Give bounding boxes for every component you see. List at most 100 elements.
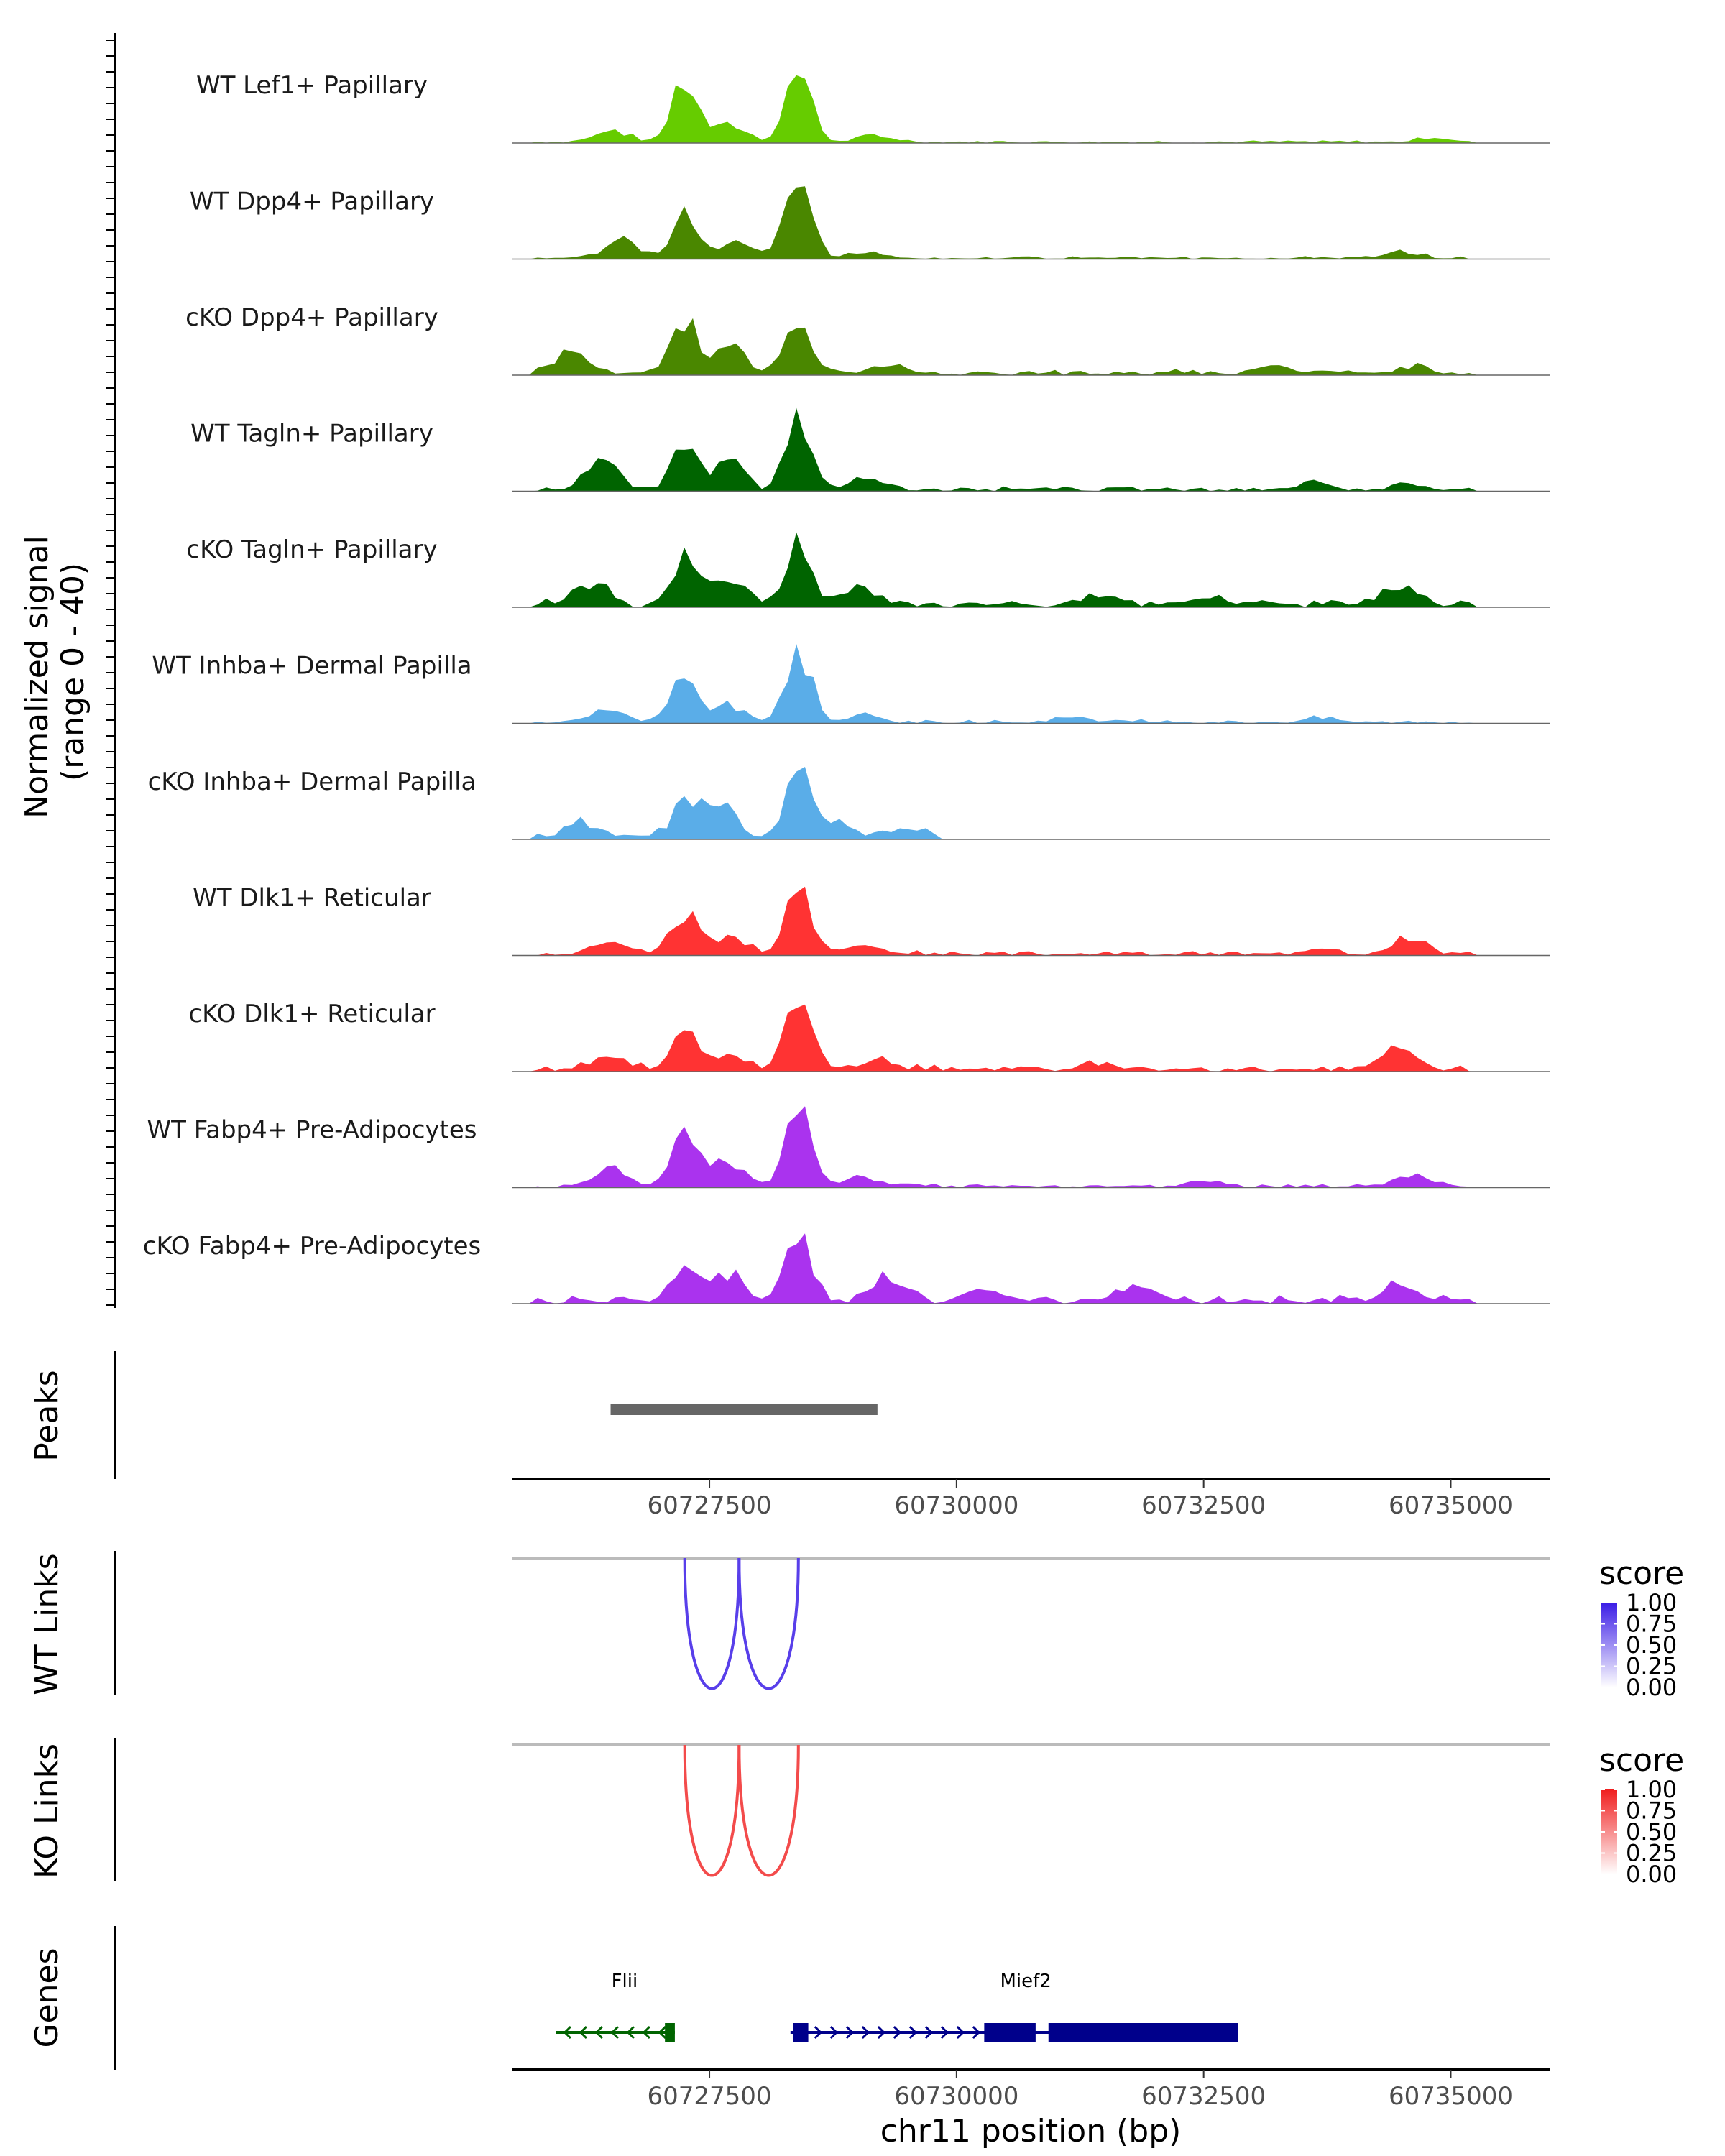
coverage-track-6: cKO Inhba+ Dermal Papilla	[148, 767, 1550, 840]
genes-panel-title: Genes	[29, 1948, 65, 2047]
coverage-y-axis	[106, 33, 116, 1308]
coverage-track-label: WT Lef1+ Papillary	[196, 71, 428, 100]
coverage-track-4: cKO Tagln+ Papillary	[186, 532, 1550, 608]
strand-arrow-icon	[924, 2025, 933, 2040]
x-axis-top-tick-label-2: 60732500	[1141, 1491, 1266, 1520]
coverage-track-area	[512, 886, 1550, 956]
gene-name-label: Mief2	[1000, 1971, 1051, 1992]
strand-arrow-icon	[940, 2025, 949, 2040]
legend-colorbar	[1601, 1603, 1617, 1687]
x-axis-bottom-tick-label-2: 60732500	[1141, 2082, 1266, 2111]
coverage-track-label: cKO Fabp4+ Pre-Adipocytes	[143, 1232, 482, 1261]
legend-tick-label-2: 0.50	[1626, 1631, 1677, 1659]
strand-arrow-icon	[845, 2025, 854, 2040]
x-axis-bottom: 60727500 60730000 60732500 60735000	[512, 2068, 1550, 2111]
coverage-track-8: cKO Dlk1+ Reticular	[188, 1000, 1550, 1072]
coverage-track-area	[512, 1233, 1550, 1304]
link-arc-1	[737, 1744, 800, 1877]
coverage-y-axis-title: Normalized signal (range 0 - 40)	[19, 525, 91, 819]
gene-models: Flii Mief2	[556, 1971, 1238, 2042]
peak-interval-0	[610, 1404, 878, 1415]
x-axis-top-tick-label-0: 60727500	[648, 1491, 772, 1520]
coverage-track-3: WT Tagln+ Papillary	[190, 407, 1550, 492]
ko-links-panel-title: KO Links	[29, 1743, 65, 1879]
x-axis-title: chr11 position (bp)	[880, 2113, 1182, 2150]
strand-arrow-icon	[594, 2025, 603, 2040]
coverage-track-2: cKO Dpp4+ Papillary	[185, 303, 1550, 376]
ko-legend-title: score	[1599, 1742, 1684, 1779]
legend-tick-label-1: 0.75	[1626, 1611, 1677, 1638]
coverage-track-label: cKO Dpp4+ Papillary	[185, 303, 438, 332]
peaks-panel-title: Peaks	[29, 1370, 65, 1461]
wt-links-arcs	[512, 1557, 1550, 1690]
legend-tick-label-1: 0.75	[1626, 1797, 1677, 1825]
strand-arrow-icon	[626, 2025, 635, 2040]
strand-arrow-icon	[579, 2025, 587, 2040]
x-axis-bottom-tick-label-3: 60735000	[1389, 2082, 1513, 2111]
coverage-track-5: WT Inhba+ Dermal Papilla	[152, 643, 1550, 724]
legend-tick-label-3: 0.25	[1626, 1840, 1677, 1867]
gene-exon-1	[984, 2023, 1036, 2042]
coverage-track-label: WT Tagln+ Papillary	[190, 420, 433, 448]
gene-exon-2	[1048, 2023, 1238, 2042]
coverage-track-area	[512, 186, 1550, 259]
x-axis-top-tick-label-1: 60730000	[894, 1491, 1018, 1520]
legend-tick-label-0: 1.00	[1626, 1589, 1677, 1616]
link-arc-1	[737, 1557, 800, 1690]
legend-tick-label-0: 1.00	[1626, 1776, 1677, 1803]
coverage-track-label: cKO Tagln+ Papillary	[186, 535, 437, 564]
strand-arrow-icon	[877, 2025, 886, 2040]
legend-tick-label-2: 0.50	[1626, 1818, 1677, 1846]
coverage-tracks: WT Lef1+ Papillary WT Dpp4+ Papillary cKO …	[143, 71, 1550, 1304]
coverage-track-1: WT Dpp4+ Papillary	[190, 186, 1550, 260]
legend-tick-label-3: 0.25	[1626, 1653, 1677, 1680]
strand-arrow-icon	[814, 2025, 822, 2040]
coverage-track-area	[512, 643, 1550, 724]
coverage-y-axis-title-line-1: Normalized signal	[19, 535, 55, 819]
coverage-track-10: cKO Fabp4+ Pre-Adipocytes	[143, 1232, 1550, 1304]
coverage-track-0: WT Lef1+ Papillary	[196, 71, 1550, 144]
coverage-track-area	[512, 532, 1550, 607]
link-arc-0	[683, 1744, 741, 1877]
coverage-y-axis-ticks	[106, 40, 115, 1306]
coverage-track-label: cKO Inhba+ Dermal Papilla	[148, 768, 477, 796]
x-axis-top-tick-label-3: 60735000	[1389, 1491, 1513, 1520]
gene-exon-0	[665, 2023, 675, 2042]
coverage-track-label: WT Dpp4+ Papillary	[190, 188, 434, 216]
coverage-track-area	[512, 767, 1550, 839]
strand-arrow-icon	[956, 2025, 965, 2040]
strand-arrow-icon	[658, 2025, 666, 2040]
strand-arrow-icon	[829, 2025, 838, 2040]
wt-legend-title: score	[1599, 1555, 1684, 1592]
coverage-y-axis-title-line-2: (range 0 - 40)	[55, 563, 91, 781]
coverage-track-area	[512, 318, 1550, 375]
coverage-track-area	[512, 1106, 1550, 1188]
peak-intervals	[610, 1404, 878, 1415]
strand-arrow-icon	[908, 2025, 917, 2040]
coverage-track-area	[512, 407, 1550, 492]
coverage-track-7: WT Dlk1+ Reticular	[193, 884, 1550, 957]
coverage-track-area	[512, 75, 1550, 143]
gene-name-label: Flii	[612, 1971, 638, 1992]
coverage-track-area	[512, 1004, 1550, 1072]
legend-colorbar	[1601, 1789, 1617, 1874]
coverage-track-label: WT Fabp4+ Pre-Adipocytes	[147, 1116, 477, 1145]
wt-links-panel-title: WT Links	[29, 1553, 65, 1695]
wt-links-score-legend: score 1.000.750.500.250.00	[1599, 1555, 1684, 1701]
strand-arrow-icon	[610, 2025, 619, 2040]
strand-arrow-icon	[972, 2025, 980, 2040]
gene-0: Flii	[556, 1971, 675, 2042]
ko-links-score-legend: score 1.000.750.500.250.00	[1599, 1742, 1684, 1888]
strand-arrow-icon	[893, 2025, 901, 2040]
ko-links-arcs	[512, 1743, 1550, 1877]
coverage-track-label: WT Dlk1+ Reticular	[193, 884, 431, 913]
strand-arrow-icon	[563, 2025, 571, 2040]
strand-arrow-icon	[861, 2025, 870, 2040]
strand-arrow-icon	[642, 2025, 650, 2040]
gene-exon-0	[793, 2023, 809, 2042]
link-arc-0	[683, 1557, 741, 1690]
legend-tick-label-4: 0.00	[1626, 1674, 1677, 1701]
coverage-track-label: WT Inhba+ Dermal Papilla	[152, 652, 472, 681]
x-axis-top: 60727500 60730000 60732500 60735000	[512, 1478, 1550, 1520]
